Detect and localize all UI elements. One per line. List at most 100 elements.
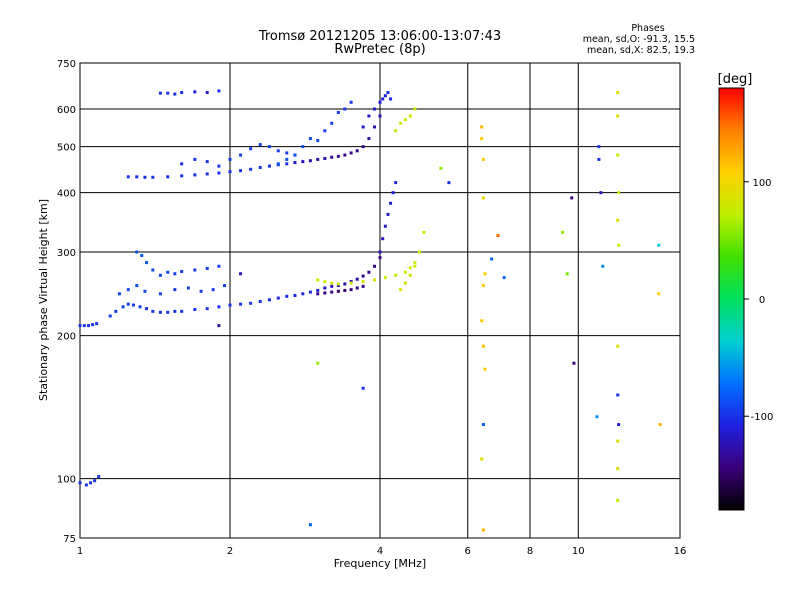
data-point (349, 100, 353, 104)
colorbar-tick-label: -100 (751, 412, 774, 423)
data-point (481, 284, 485, 288)
data-point (316, 157, 320, 161)
data-point (408, 273, 412, 277)
data-point (386, 91, 390, 95)
data-point (480, 125, 484, 129)
data-point (89, 481, 93, 485)
data-point (373, 107, 377, 111)
data-point (617, 191, 621, 195)
data-point (481, 423, 485, 427)
data-point (616, 393, 620, 397)
data-point (166, 175, 170, 179)
chart-subtitle: RwPretec (8p) (334, 42, 425, 57)
data-point (330, 155, 334, 159)
colorbar-tick-label: 0 (759, 295, 765, 306)
data-point (308, 159, 312, 163)
data-point (217, 305, 221, 309)
data-point (301, 160, 305, 164)
data-point (205, 266, 209, 270)
data-point (373, 125, 377, 129)
data-point (483, 367, 487, 371)
data-point (616, 218, 620, 222)
data-point (158, 91, 162, 95)
data-point (180, 91, 184, 95)
data-point (413, 107, 417, 111)
data-point (180, 174, 184, 178)
y-tick-label: 100 (57, 475, 76, 486)
data-point (597, 145, 601, 149)
data-point (301, 292, 305, 296)
data-point (239, 302, 243, 306)
y-tick-label: 400 (57, 189, 76, 200)
colorbar (718, 87, 745, 511)
data-point (383, 94, 387, 98)
data-point (565, 272, 569, 276)
data-point (502, 276, 506, 280)
data-point (267, 298, 271, 302)
data-point (336, 282, 340, 286)
data-point (323, 157, 327, 161)
y-tick-label: 300 (57, 248, 76, 259)
data-point (258, 143, 262, 147)
data-point (616, 498, 620, 502)
data-point (285, 294, 289, 298)
x-tick-label: 10 (572, 546, 585, 557)
data-point (217, 264, 221, 268)
data-point (561, 230, 565, 234)
data-point (343, 107, 347, 111)
data-point (211, 288, 215, 292)
data-point (151, 175, 155, 179)
data-point (330, 290, 334, 294)
data-point (193, 157, 197, 161)
data-point (180, 162, 184, 166)
data-point (597, 157, 601, 161)
data-point (336, 110, 340, 114)
data-point (228, 303, 232, 307)
data-point (276, 149, 280, 153)
data-point (193, 173, 197, 177)
data-point (361, 274, 365, 278)
data-point (361, 125, 365, 129)
data-point (217, 171, 221, 175)
data-point (316, 278, 320, 282)
data-point (121, 305, 125, 309)
data-point (131, 303, 135, 307)
data-point (349, 280, 353, 284)
data-point (657, 292, 661, 296)
y-tick-label: 75 (63, 534, 76, 545)
data-point (336, 154, 340, 158)
data-point (108, 314, 112, 318)
data-point (276, 162, 280, 166)
data-point (355, 277, 359, 281)
data-point (158, 273, 162, 277)
data-point (616, 467, 620, 471)
x-tick-label: 1 (77, 546, 83, 557)
data-point (378, 100, 382, 104)
data-point (483, 272, 487, 276)
data-point (323, 291, 327, 295)
data-point (595, 415, 599, 419)
data-point (394, 181, 398, 185)
data-point (173, 288, 177, 292)
y-tick-label: 500 (57, 143, 76, 154)
data-point (91, 323, 95, 327)
data-point (480, 457, 484, 461)
x-tick-label: 6 (465, 546, 471, 557)
data-point (258, 300, 262, 304)
colorbar-ticks: 100 0 -100 (744, 178, 773, 423)
data-point (389, 201, 393, 205)
data-point (126, 302, 130, 306)
data-point (158, 292, 162, 296)
data-point (97, 475, 101, 479)
data-point (481, 157, 485, 161)
data-point (336, 289, 340, 293)
data-point (422, 230, 426, 234)
data-point (138, 305, 142, 309)
data-point (249, 301, 253, 305)
data-point (481, 528, 485, 532)
data-point (285, 162, 289, 166)
data-point (249, 167, 253, 171)
data-point (386, 212, 390, 216)
data-point (193, 308, 197, 312)
data-point (323, 286, 327, 290)
